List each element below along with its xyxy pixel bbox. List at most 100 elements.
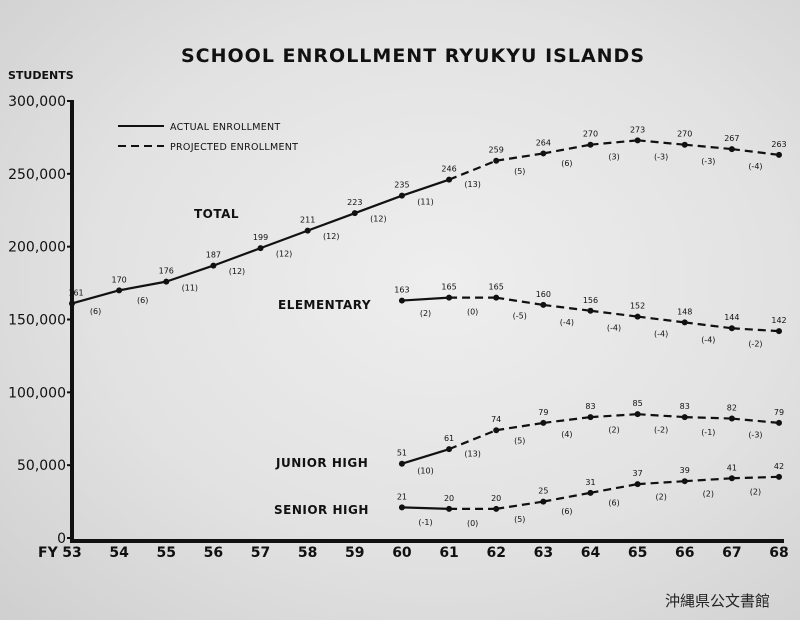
data-point: [540, 301, 547, 308]
value-label: 42: [774, 462, 784, 471]
value-label: 20: [444, 494, 454, 503]
value-label: 264: [536, 138, 551, 147]
data-point: [728, 415, 735, 422]
data-point: [163, 278, 170, 285]
y-tick-label: 100,000: [8, 385, 66, 401]
projected-segment: [448, 429, 497, 451]
data-point: [776, 151, 782, 158]
value-label: 83: [585, 402, 595, 411]
projected-segment: [684, 321, 733, 330]
change-label: (4): [561, 430, 572, 439]
legend-actual-label: ACTUAL ENROLLMENT: [170, 122, 281, 133]
y-tick-label: 300,000: [8, 94, 66, 110]
value-label: 74: [491, 415, 501, 424]
x-tick-label: 64: [581, 545, 601, 561]
legend: ACTUAL ENROLLMENT PROJECTED ENROLLMENT: [118, 122, 298, 153]
change-label: (0): [467, 519, 478, 528]
y-tick-label: 250,000: [8, 167, 66, 183]
value-label: 152: [630, 302, 645, 311]
change-label: (6): [90, 307, 101, 316]
value-label: 85: [633, 399, 643, 408]
data-point: [776, 473, 782, 480]
actual-segment: [213, 247, 261, 267]
change-label: (-1): [418, 518, 432, 527]
data-point: [493, 157, 500, 164]
change-label: (2): [608, 426, 619, 435]
value-label: 31: [585, 478, 595, 487]
projected-segment: [731, 327, 780, 333]
data-point: [398, 192, 405, 199]
value-label: 144: [724, 313, 739, 322]
projected-segment: [637, 480, 685, 486]
data-point: [540, 150, 547, 157]
legend-projected-label: PROJECTED ENROLLMENT: [170, 142, 298, 153]
value-label: 142: [771, 316, 786, 325]
data-point: [728, 325, 735, 332]
series-label-elementary: ELEMENTARY: [278, 298, 371, 312]
change-label: (10): [417, 466, 433, 475]
actual-segment: [71, 289, 120, 305]
x-tick-label: 60: [392, 545, 412, 561]
change-label: (-2): [748, 340, 762, 349]
value-label: 165: [441, 283, 456, 292]
y-tick-label: 50,000: [17, 458, 66, 474]
change-label: (-5): [513, 311, 527, 320]
change-label: (13): [464, 450, 480, 459]
value-label: 263: [771, 140, 786, 149]
data-point: [634, 411, 641, 418]
change-label: (2): [703, 490, 714, 499]
data-point: [587, 141, 594, 148]
series-total: (6) (6) (11) (12) (12) (12) (12) (11) (13) (5) (6)…: [68, 125, 786, 316]
change-label: (6): [561, 507, 572, 516]
data-point: [728, 475, 735, 482]
data-point: [398, 504, 405, 511]
change-label: (12): [276, 249, 292, 258]
value-label: 61: [444, 434, 454, 443]
data-point: [493, 294, 500, 301]
change-label: (5): [514, 167, 525, 176]
projected-segment: [684, 415, 732, 420]
data-point: [587, 489, 594, 496]
change-label: (-2): [654, 426, 668, 435]
change-label: (3): [608, 153, 619, 162]
y-tick-labels: 0 50,000 100,000 150,000 200,000 250,000 300,0…: [8, 94, 74, 547]
value-label: 21: [397, 492, 407, 501]
change-label: (-4): [607, 324, 621, 333]
value-label: 41: [727, 463, 737, 472]
x-tick-label: 61: [439, 545, 458, 561]
change-label: (6): [608, 498, 619, 507]
projected-segment: [637, 315, 685, 324]
y-tick-label: 200,000: [8, 240, 66, 256]
change-label: (-3): [701, 157, 715, 166]
change-label: (11): [417, 198, 433, 207]
value-label: 83: [680, 402, 690, 411]
data-point: [446, 294, 453, 301]
projected-segment: [543, 143, 591, 155]
x-tick-label: 65: [628, 545, 647, 561]
change-label: (-3): [748, 431, 762, 440]
y-axis-title: STUDENTS: [8, 69, 74, 82]
projected-segment: [590, 139, 638, 146]
change-label: (13): [464, 180, 480, 189]
change-label: (12): [323, 232, 339, 241]
data-point: [587, 414, 594, 421]
data-point: [776, 328, 782, 335]
change-label: (6): [137, 296, 148, 305]
actual-segment: [354, 194, 403, 215]
x-tick-label: 58: [298, 545, 317, 561]
data-point: [681, 414, 688, 421]
x-tick-label: 53: [62, 545, 81, 561]
x-tick-label: 57: [251, 545, 270, 561]
value-label: 246: [441, 165, 456, 174]
value-label: 20: [491, 494, 501, 503]
data-point: [540, 419, 547, 426]
data-point: [493, 427, 500, 434]
value-label: 267: [724, 134, 739, 143]
projected-segment: [543, 416, 591, 425]
change-label: (2): [420, 309, 431, 318]
data-point: [776, 419, 782, 426]
data-point: [69, 300, 75, 307]
value-label: 170: [111, 275, 126, 284]
projected-segment: [496, 296, 544, 307]
value-label: 163: [394, 286, 409, 295]
